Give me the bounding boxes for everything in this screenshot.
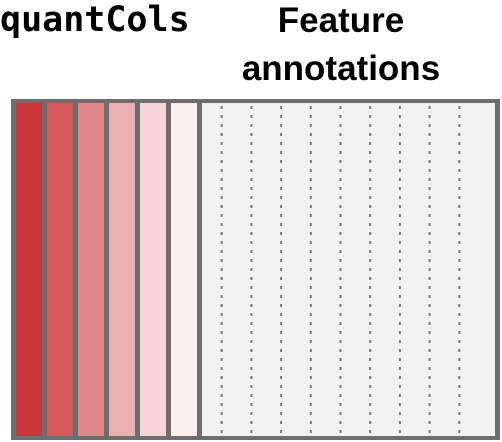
quant-columns-block	[12, 99, 201, 440]
quant-column-4	[105, 99, 139, 440]
quant-column-1	[12, 99, 46, 440]
feature-annotations-area	[198, 99, 499, 440]
quant-column-3	[74, 99, 108, 440]
feature-annotations-label: Feature annotations	[241, 1, 441, 88]
quant-column-5	[136, 99, 170, 440]
quant-column-2	[43, 99, 77, 440]
feature-annotations-block	[198, 99, 499, 440]
matrix-outline	[11, 99, 500, 440]
quantcols-label: quantCols	[0, 0, 190, 40]
quant-column-6	[167, 99, 201, 440]
